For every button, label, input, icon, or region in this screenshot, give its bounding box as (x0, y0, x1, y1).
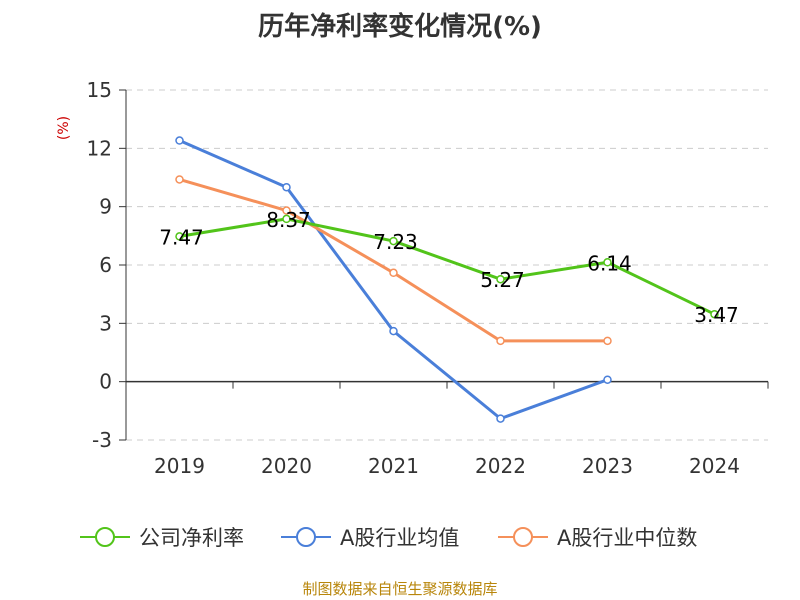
x-tick-label: 2019 (154, 454, 205, 478)
data-point (389, 268, 398, 278)
data-point (603, 258, 612, 267)
data-label: 5.27 (480, 268, 525, 292)
grid-lines (126, 89, 768, 441)
series-line (178, 139, 609, 421)
data-point (175, 136, 184, 145)
series-group (175, 136, 719, 423)
data-label: 3.47 (694, 303, 739, 327)
data-point (282, 206, 291, 215)
y-tick-label: 0 (99, 370, 112, 394)
data-point (603, 375, 612, 384)
data-point (282, 182, 291, 192)
y-tick-label: 6 (99, 253, 112, 277)
y-tick-labels: 15 12 9 6 3 0 -3 (87, 78, 112, 452)
y-tick-label: 9 (99, 195, 112, 219)
data-label: 6.14 (587, 251, 632, 275)
legend[interactable]: 公司净利率 A股行业均值 A股行业中位数 (80, 526, 697, 550)
y-tick-label: 15 (87, 78, 112, 102)
legend-label: A股行业均值 (340, 526, 459, 550)
data-point (175, 175, 184, 184)
data-point (389, 236, 398, 246)
data-label: 7.47 (159, 225, 204, 249)
x-tick-label: 2022 (475, 454, 526, 478)
legend-marker (296, 527, 316, 547)
chart-title: 历年净利率变化情况(%) (258, 11, 542, 42)
legend-item[interactable]: A股行业均值 (281, 526, 459, 550)
y-tick-label: 3 (99, 311, 112, 335)
legend-marker (513, 527, 533, 547)
series-line (179, 178, 608, 343)
data-label: 7.23 (373, 230, 418, 254)
legend-item[interactable]: 公司净利率 (80, 526, 244, 550)
source-note: 制图数据来自恒生聚源数据库 (302, 580, 497, 598)
data-labels: 7.47 8.37 7.23 5.27 6.14 3.47 (159, 208, 739, 327)
series-line (179, 217, 716, 316)
data-point (496, 336, 505, 346)
data-point (603, 336, 612, 346)
x-tick-label: 2023 (582, 454, 633, 478)
data-point (496, 414, 505, 423)
data-point (389, 326, 398, 336)
data-point (496, 274, 505, 284)
x-tick-label: 2021 (368, 454, 419, 478)
x-tick-labels: 2019 2020 2021 2022 2023 2024 (154, 454, 740, 478)
axes (119, 89, 769, 441)
data-point (710, 309, 719, 319)
y-tick-label: 12 (87, 136, 112, 160)
y-axis-label: (%) (56, 116, 72, 140)
x-tick-label: 2024 (689, 454, 740, 478)
legend-item[interactable]: A股行业中位数 (498, 526, 697, 550)
legend-marker (95, 527, 115, 547)
x-tick-label: 2020 (261, 454, 312, 478)
legend-label: A股行业中位数 (557, 526, 697, 550)
data-point (175, 232, 184, 241)
y-tick-label: -3 (92, 428, 112, 452)
data-label: 8.37 (266, 208, 311, 232)
legend-label: 公司净利率 (139, 526, 244, 550)
data-point (282, 214, 291, 224)
